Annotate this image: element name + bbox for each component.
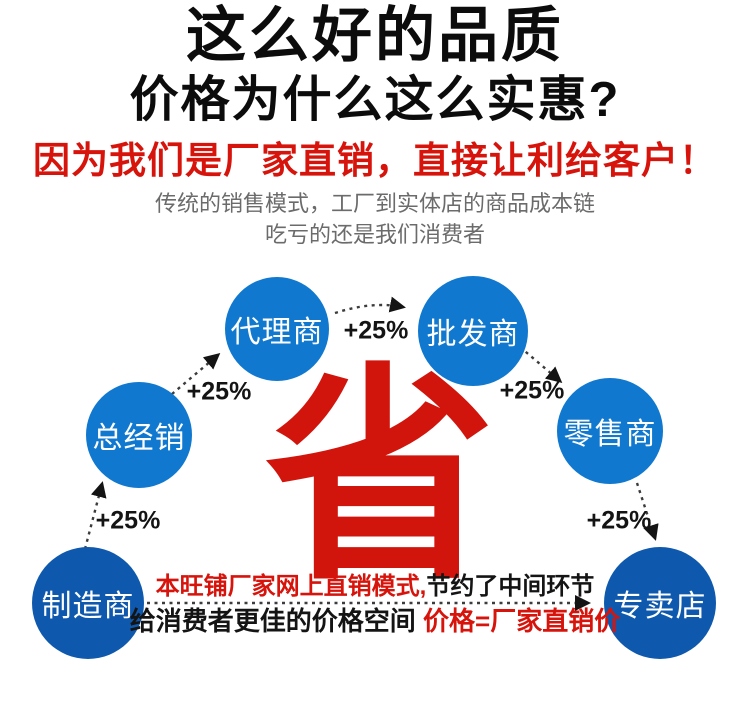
node-wholesaler: 批发商: [418, 276, 528, 386]
bottom-slogan-line1: 本旺铺厂家网上直销模式,节约了中间环节: [0, 572, 750, 602]
arrow-wholesaler-to-retailer: [519, 346, 563, 383]
bottom-line2-black: 给消费者更佳的价格空间: [129, 606, 424, 636]
node-specialty-store: 专卖店: [604, 547, 716, 659]
increment-label-3: +25%: [343, 316, 409, 345]
increment-label-4: +25%: [499, 376, 565, 405]
increment-label-5: +25%: [586, 506, 652, 535]
page-title-line2: 价格为什么这么实惠?: [129, 73, 621, 127]
bottom-slogan-line2: 给消费者更佳的价格空间 价格=厂家直销价: [0, 604, 750, 638]
save-character: 省: [264, 349, 495, 606]
node-agent-label: 代理商: [230, 316, 324, 349]
increment-label-1: +25%: [95, 506, 161, 535]
node-wholesaler-label: 批发商: [426, 318, 520, 351]
node-general-distributor: 总经销: [86, 382, 192, 488]
bottom-line1-black: 节约了中间环节: [426, 573, 595, 600]
node-manufacturer: 制造商: [32, 547, 144, 659]
arrow-distributor-to-agent: [171, 353, 221, 395]
node-retailer-label: 零售商: [563, 418, 657, 451]
node-general-distributor-label: 总经销: [92, 422, 186, 455]
node-specialty-store-label: 专卖店: [613, 590, 707, 623]
description-text: 传统的销售模式，工厂到实体店的商品成本链 吃亏的还是我们消费者: [0, 188, 750, 250]
increment-label-2: +25%: [186, 377, 252, 406]
red-banner-text: 因为我们是厂家直销，直接让利给客户！: [33, 140, 717, 181]
description-line1: 传统的销售模式，工厂到实体店的商品成本链: [154, 191, 595, 216]
node-retailer: 零售商: [557, 378, 663, 484]
node-manufacturer-label: 制造商: [41, 590, 135, 623]
arrow-agent-to-wholesaler: [334, 296, 406, 315]
bottom-line2-red: 价格=厂家直销价: [423, 606, 621, 636]
arrow-retailer-to-store: [635, 482, 659, 541]
page-title-line1: 这么好的品质: [186, 2, 564, 69]
description-line2: 吃亏的还是我们消费者: [264, 222, 485, 247]
node-agent: 代理商: [225, 277, 329, 381]
bottom-line1-red: 本旺铺厂家网上直销模式,: [155, 573, 427, 600]
